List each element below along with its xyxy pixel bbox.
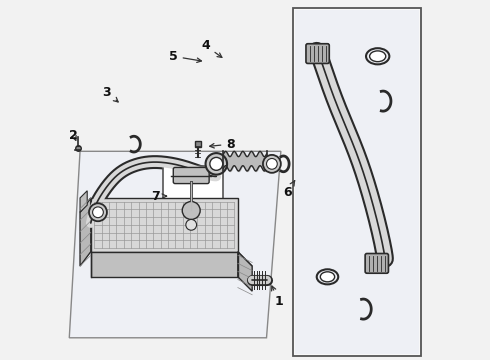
Circle shape — [210, 157, 223, 170]
Text: 8: 8 — [210, 138, 235, 150]
Circle shape — [182, 202, 200, 220]
Text: 4: 4 — [201, 39, 222, 57]
Polygon shape — [238, 252, 252, 291]
Circle shape — [267, 158, 277, 169]
Polygon shape — [238, 252, 252, 266]
Polygon shape — [80, 198, 91, 266]
Polygon shape — [80, 198, 91, 212]
FancyBboxPatch shape — [173, 167, 209, 184]
Circle shape — [186, 220, 196, 230]
Text: 3: 3 — [102, 86, 118, 102]
Ellipse shape — [369, 51, 386, 62]
FancyBboxPatch shape — [306, 44, 329, 63]
Circle shape — [89, 203, 107, 221]
Polygon shape — [91, 198, 238, 252]
Circle shape — [205, 153, 227, 175]
Ellipse shape — [320, 272, 335, 282]
Bar — [294, 8, 421, 356]
Text: 2: 2 — [69, 129, 78, 142]
FancyBboxPatch shape — [365, 253, 389, 273]
Circle shape — [93, 207, 103, 218]
Text: 6: 6 — [283, 181, 295, 199]
Text: 7: 7 — [151, 190, 167, 203]
Text: 5: 5 — [169, 50, 201, 63]
Polygon shape — [80, 191, 87, 212]
Circle shape — [263, 155, 281, 173]
Polygon shape — [91, 252, 238, 277]
Text: 1: 1 — [271, 286, 283, 309]
Bar — [163, 166, 223, 234]
Bar — [295, 10, 419, 354]
Polygon shape — [69, 151, 281, 338]
